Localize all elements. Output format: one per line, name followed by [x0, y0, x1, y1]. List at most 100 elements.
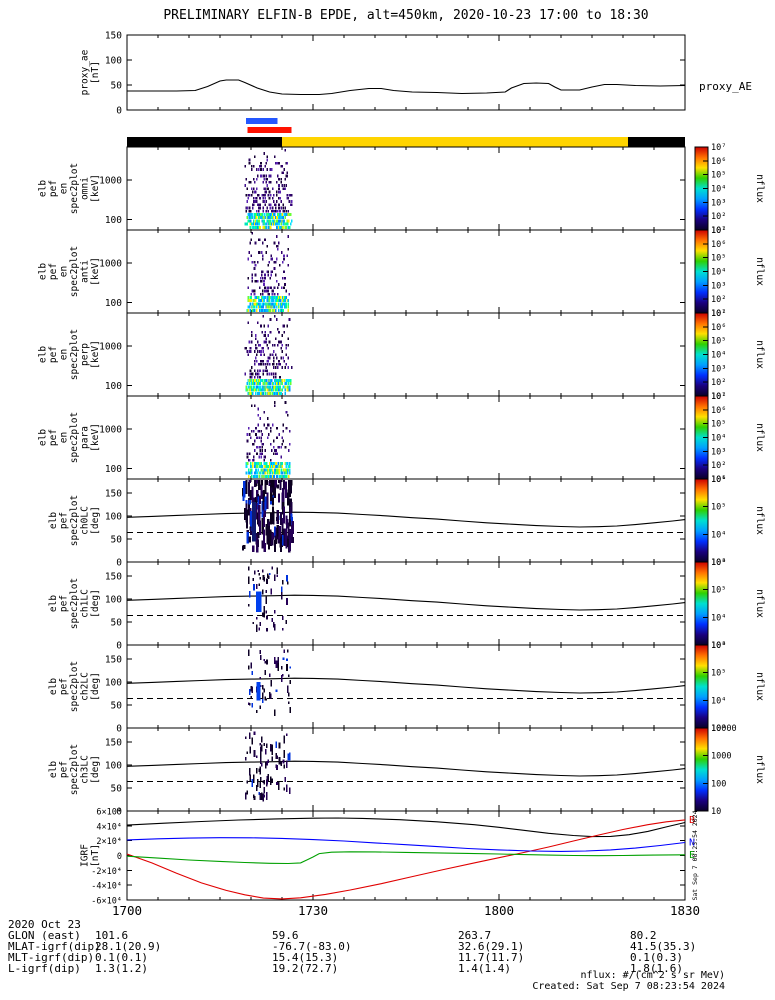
spec-mark	[258, 446, 260, 449]
spec-mark	[253, 795, 256, 801]
spec-mark	[244, 184, 247, 187]
spec-mark	[285, 426, 288, 430]
colorbar-tick-label: 10⁶	[711, 240, 726, 250]
colorbar-axis-label: nflux	[754, 506, 765, 535]
spec-mark	[287, 753, 290, 761]
spec-mark	[275, 452, 277, 456]
spec-mark	[286, 324, 289, 328]
spec-mark	[255, 617, 258, 620]
spec-mark	[246, 200, 249, 203]
ytick-label: 100	[105, 464, 122, 475]
spec-mark	[268, 296, 271, 299]
colorbar-axis-label: nflux	[754, 672, 765, 701]
spec-mark	[278, 177, 280, 181]
spec-mark	[265, 596, 267, 604]
spec-mark	[257, 407, 259, 411]
spec-mark	[281, 216, 284, 220]
spec-mark	[275, 689, 278, 692]
spec-mark	[254, 465, 256, 469]
spec-mark	[271, 353, 274, 357]
spec-mark	[277, 385, 279, 389]
mlat-value: -76.7(-83.0)	[272, 940, 352, 953]
spec-mark	[289, 666, 292, 669]
spec-mark	[252, 305, 255, 309]
spec-mark	[250, 465, 253, 469]
spec-mark	[255, 583, 258, 590]
spec-mark	[288, 442, 291, 446]
spec-mark	[267, 299, 270, 303]
lshell-value: 1.8(1.6)	[630, 962, 683, 975]
spec-mark	[248, 590, 251, 598]
spec-mark	[275, 216, 277, 220]
spec-mark	[286, 471, 289, 475]
spec-mark	[260, 363, 262, 366]
spec-mark	[269, 222, 272, 226]
spec-mark	[274, 535, 277, 545]
spec-mark	[260, 359, 262, 363]
spec-mark	[245, 347, 248, 350]
spec-mark	[249, 347, 252, 350]
spec-mark	[282, 222, 285, 226]
spec-mark	[259, 302, 262, 306]
spec-mark	[263, 543, 266, 553]
spec-mark	[272, 308, 275, 312]
spec-mark	[280, 356, 282, 360]
spec-mark	[277, 382, 279, 386]
ylabel-ch0LC: pef	[59, 512, 70, 529]
spec-mark	[271, 222, 274, 226]
spec-mark	[262, 514, 266, 528]
spec-mark	[264, 273, 266, 277]
spec-mark	[285, 184, 288, 187]
spec-mark	[251, 465, 254, 469]
spec-mark	[277, 471, 279, 475]
spec-mark	[255, 465, 257, 469]
ylabel-anti: elb	[38, 263, 49, 280]
spec-mark	[249, 296, 252, 299]
spec-mark	[266, 369, 269, 373]
spec-mark	[284, 481, 288, 498]
ytick-label: 100	[105, 215, 122, 226]
spec-mark	[263, 302, 265, 306]
info-row-date: 2020 Oct 23	[0, 918, 775, 931]
spec-mark	[280, 302, 282, 306]
spec-mark	[259, 350, 261, 353]
spec-mark	[278, 331, 280, 334]
spec-mark	[250, 213, 253, 216]
spec-mark	[255, 474, 257, 478]
spec-mark	[253, 292, 256, 296]
spec-mark	[260, 168, 262, 171]
spec-mark	[262, 574, 265, 581]
spec-mark	[268, 465, 271, 469]
spec-mark	[248, 433, 251, 436]
spec-mark	[262, 206, 264, 210]
spec-mark	[268, 382, 271, 386]
spec-mark	[286, 171, 289, 175]
spec-mark	[254, 302, 257, 306]
spec-mark	[289, 680, 292, 684]
spec-mark	[247, 385, 250, 389]
spec-mark	[262, 497, 265, 509]
spec-mark	[273, 343, 276, 347]
spec-mark	[278, 446, 280, 449]
spec-mark	[266, 343, 269, 347]
spec-mark	[264, 187, 267, 191]
spec-mark	[280, 308, 282, 312]
spec-mark	[250, 331, 253, 334]
spec-mark	[263, 462, 266, 465]
spec-mark	[283, 222, 286, 226]
spec-mark	[257, 350, 259, 353]
spec-mark	[283, 254, 285, 258]
spec-mark	[246, 388, 249, 392]
spec-mark	[249, 219, 252, 223]
spec-mark	[281, 305, 283, 309]
spec-mark	[274, 609, 276, 614]
spec-mark	[268, 691, 271, 698]
spec-mark	[269, 379, 272, 382]
spec-mark	[269, 203, 272, 207]
spec-mark	[258, 474, 261, 478]
spec-mark	[252, 219, 255, 223]
spec-mark	[250, 382, 253, 386]
spec-mark	[268, 197, 271, 200]
ylabel-omni: [keV]	[90, 174, 101, 203]
colorbar-tick-label: 10⁴	[711, 434, 726, 444]
